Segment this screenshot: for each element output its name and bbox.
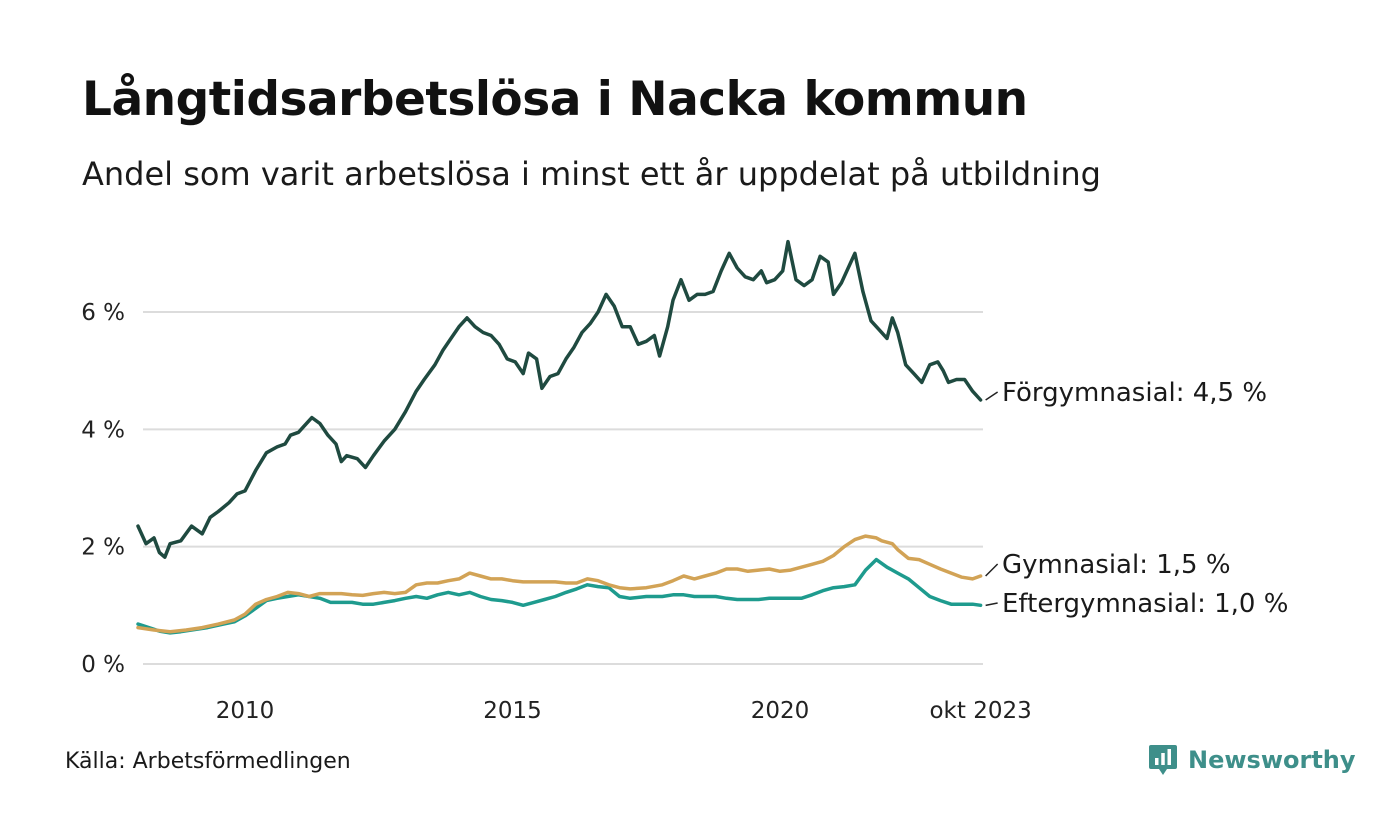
x-tick-label: 2015 <box>483 698 542 724</box>
x-tick-label: 2020 <box>751 698 810 724</box>
y-tick-label: 4 % <box>81 417 125 443</box>
series-end-label-gymnasial: Gymnasial: 1,5 % <box>1002 550 1231 580</box>
x-axis-ticks: 2010 2015 2020 okt 2023 <box>216 698 1032 724</box>
brand-logo: Newsworthy <box>1148 743 1356 777</box>
series-line-förgymnasial <box>136 239 983 559</box>
label-leader-förgymnasial <box>985 391 999 401</box>
series-lines <box>136 239 983 635</box>
brand-name: Newsworthy <box>1188 746 1356 774</box>
bar-chart-speech-bubble-icon <box>1149 745 1177 775</box>
label-leader-gymnasial <box>985 563 999 577</box>
y-axis-ticks: 0 % 2 % 4 % 6 % <box>81 300 125 678</box>
series-end-label-eftergymnasial: Eftergymnasial: 1,0 % <box>1002 589 1288 619</box>
series-line-eftergymnasial <box>136 557 983 635</box>
chart-subtitle: Andel som varit arbetslösa i minst ett å… <box>82 155 1101 193</box>
series-end-label-förgymnasial: Förgymnasial: 4,5 % <box>1002 378 1267 408</box>
y-tick-label: 6 % <box>81 300 125 326</box>
source-note: Källa: Arbetsförmedlingen <box>65 749 351 774</box>
x-tick-label: 2010 <box>216 698 275 724</box>
y-tick-label: 0 % <box>81 652 125 678</box>
series-end-labels: Förgymnasial: 4,5 % Gymnasial: 1,5 % Efter… <box>985 378 1288 619</box>
chart-title: Långtidsarbetslösa i Nacka kommun <box>82 72 1028 127</box>
y-tick-label: 2 % <box>81 535 125 561</box>
series-line-gymnasial <box>136 534 983 634</box>
label-leader-eftergymnasial <box>985 602 998 607</box>
x-tick-label: okt 2023 <box>929 698 1031 724</box>
